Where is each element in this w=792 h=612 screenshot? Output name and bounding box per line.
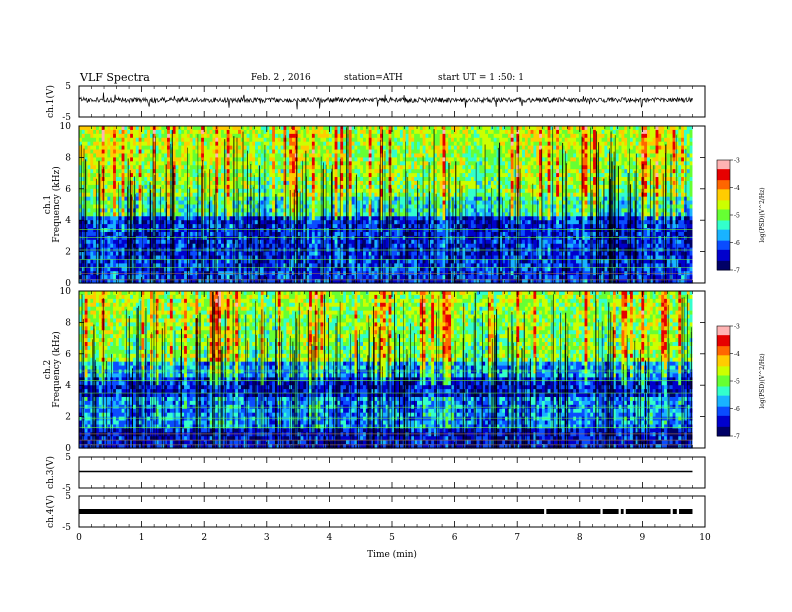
y-tick-label: 6 bbox=[65, 350, 71, 360]
colorbar-tick-label: -4 bbox=[734, 185, 740, 192]
y-axis-label: Frequency (kHz) bbox=[51, 331, 62, 408]
start-time-label: start UT = 1 :50: 1 bbox=[438, 73, 524, 83]
colorbar-tick-label: -5 bbox=[734, 379, 740, 386]
y-tick-label: 4 bbox=[65, 216, 71, 226]
colorbar-label: log(PSD)(V^2/Hz) bbox=[759, 187, 766, 242]
colorbar-tick-label: -3 bbox=[734, 324, 740, 331]
trace-gap bbox=[600, 508, 603, 515]
y-tick-label: 10 bbox=[60, 122, 72, 132]
x-tick-label: 0 bbox=[76, 533, 82, 543]
colorbar-tick-label: -7 bbox=[734, 434, 740, 441]
ch2-spectrogram bbox=[79, 291, 705, 449]
y-axis-label: ch.1(V) bbox=[45, 85, 56, 118]
x-tick-label: 5 bbox=[389, 533, 395, 543]
x-tick-label: 4 bbox=[327, 533, 333, 543]
x-tick-label: 10 bbox=[699, 533, 711, 543]
date-label: Feb. 2 , 2016 bbox=[251, 73, 311, 83]
colorbar-tick-label: -5 bbox=[734, 213, 740, 220]
y-tick-label: 0 bbox=[65, 279, 71, 289]
x-tick-label: 6 bbox=[452, 533, 458, 543]
y-tick-label: 4 bbox=[65, 381, 71, 391]
colorbar-label: log(PSD)(V^2/Hz) bbox=[759, 353, 766, 408]
y-tick-label: 5 bbox=[65, 82, 71, 92]
ch1-waveform bbox=[78, 92, 693, 110]
ch1-trace bbox=[78, 92, 693, 110]
x-tick-label: 2 bbox=[201, 533, 207, 543]
trace-gap bbox=[623, 508, 626, 515]
y-tick-label: -5 bbox=[62, 113, 71, 123]
y-axis-label: Frequency (kHz) bbox=[51, 166, 62, 243]
colorbar-tick-label: -7 bbox=[734, 268, 740, 275]
y-tick-label: -5 bbox=[62, 523, 71, 533]
x-tick-label: 8 bbox=[577, 533, 583, 543]
y-tick-label: 10 bbox=[60, 287, 72, 297]
trace-gap bbox=[618, 508, 621, 515]
colorbar-tick-label: -3 bbox=[734, 158, 740, 165]
colorbar-ch1: -3 -4 -5 -6 -7 log(PSD)(V^2/Hz) bbox=[716, 158, 766, 275]
y-tick-label: 0 bbox=[65, 444, 71, 454]
colorbar-tick-label: -6 bbox=[734, 240, 740, 247]
y-tick-label: 8 bbox=[65, 153, 71, 163]
x-axis-label: Time (min) bbox=[367, 549, 417, 560]
y-tick-label: 5 bbox=[65, 453, 71, 463]
y-axis-label: ch.4(V) bbox=[45, 495, 56, 528]
y-tick-label: 8 bbox=[65, 318, 71, 328]
x-tick-label: 1 bbox=[139, 533, 145, 543]
station-label: station=ATH bbox=[344, 73, 403, 83]
y-axis-label: ch.1 bbox=[43, 195, 53, 214]
trace-gap bbox=[670, 508, 673, 515]
colorbar-tick-label: -4 bbox=[734, 351, 740, 358]
trace-gap bbox=[676, 508, 680, 515]
ch1-spectrogram bbox=[79, 126, 705, 284]
y-tick-label: -5 bbox=[62, 484, 71, 494]
y-axis-label: ch.2 bbox=[43, 360, 53, 379]
colorbar-ch2: -3 -4 -5 -6 -7 log(PSD)(V^2/Hz) bbox=[716, 324, 766, 441]
plot-title: VLF Spectra bbox=[80, 71, 150, 84]
colorbar-tick-label: -6 bbox=[734, 406, 740, 413]
y-axis-label: ch.3(V) bbox=[45, 456, 56, 489]
y-tick-label: 6 bbox=[65, 185, 71, 195]
ch4-trace bbox=[79, 509, 693, 514]
trace-gap bbox=[544, 508, 547, 515]
y-tick-label: 2 bbox=[65, 413, 71, 423]
x-tick-label: 3 bbox=[264, 533, 270, 543]
y-tick-label: 5 bbox=[65, 492, 71, 502]
x-tick-label: 7 bbox=[514, 533, 520, 543]
ch4-waveform bbox=[79, 508, 693, 515]
y-tick-label: 2 bbox=[65, 248, 71, 258]
x-tick-label: 9 bbox=[640, 533, 646, 543]
